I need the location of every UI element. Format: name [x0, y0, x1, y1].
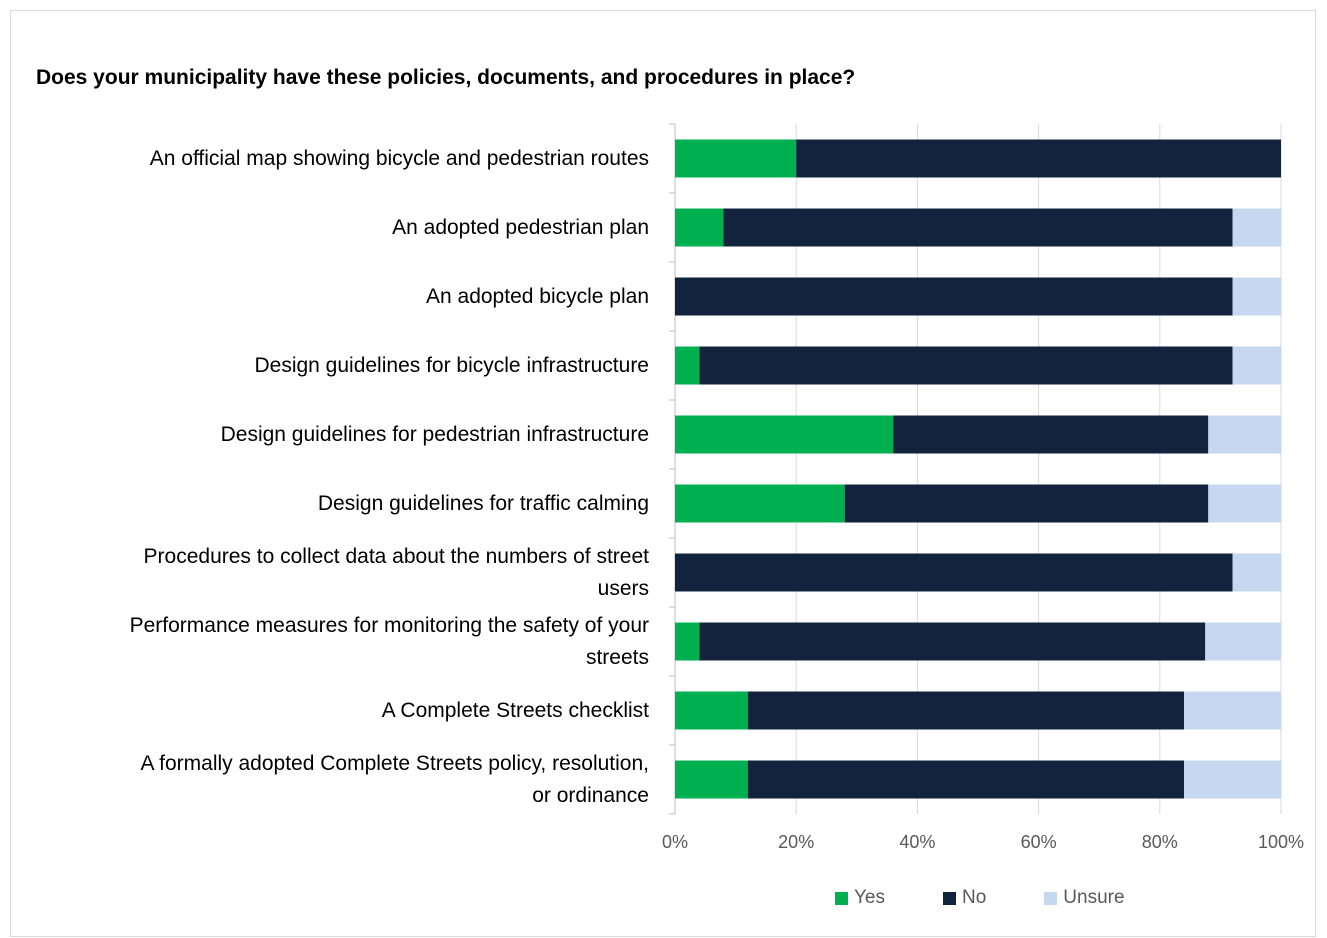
category-label: An adopted bicycle plan	[426, 284, 649, 308]
legend-item-yes: Yes	[835, 887, 885, 909]
bar-yes	[675, 139, 797, 178]
chart-title: Does your municipality have these polici…	[36, 66, 856, 89]
bar-no	[893, 415, 1209, 454]
bar-unsure	[1232, 208, 1281, 247]
bar-unsure	[1184, 760, 1281, 799]
x-tick-label: 0%	[661, 832, 688, 852]
legend-item-unsure: Unsure	[1044, 887, 1125, 909]
bar-yes	[675, 622, 700, 661]
x-tick-label: 100%	[1257, 832, 1305, 852]
bar-no	[796, 139, 1281, 178]
legend-label: Unsure	[1063, 887, 1125, 908]
x-tick-label: 80%	[1141, 832, 1178, 852]
bar-unsure	[1208, 415, 1281, 454]
category-label: Design guidelines for traffic calming	[317, 491, 649, 515]
bar-no	[699, 622, 1206, 661]
bar-no	[723, 208, 1233, 247]
bar-unsure	[1232, 346, 1281, 385]
bar-unsure	[1232, 553, 1281, 592]
bar-yes	[675, 760, 748, 799]
bar-yes	[675, 691, 748, 730]
bar-unsure	[1232, 277, 1281, 316]
bar-no	[747, 760, 1185, 799]
category-label: A Complete Streets checklist	[381, 698, 649, 722]
x-tick-label: 40%	[899, 832, 936, 852]
category-label: An adopted pedestrian plan	[392, 215, 649, 239]
bar-yes	[675, 208, 724, 247]
bar-no	[844, 484, 1209, 523]
legend-item-no: No	[943, 887, 986, 909]
bar-unsure	[1184, 691, 1281, 730]
x-tick-label: 60%	[1020, 832, 1057, 852]
category-label: A formally adopted Complete Streets poli…	[140, 751, 649, 807]
bar-no	[699, 346, 1233, 385]
bar-no	[675, 553, 1233, 592]
bar-no	[747, 691, 1185, 730]
bar-unsure	[1205, 622, 1281, 661]
category-label: Design guidelines for bicycle infrastruc…	[254, 353, 649, 377]
bar-unsure	[1208, 484, 1281, 523]
category-label: Performance measures for monitoring the …	[129, 613, 649, 669]
category-label: Design guidelines for pedestrian infrast…	[220, 422, 649, 446]
x-tick-label: 20%	[778, 832, 815, 852]
legend-swatch	[943, 891, 956, 905]
category-label: An official map showing bicycle and pede…	[149, 146, 649, 170]
bar-no	[675, 277, 1233, 316]
bar-yes	[675, 415, 894, 454]
category-label: Procedures to collect data about the num…	[143, 544, 649, 600]
legend-swatch	[1044, 891, 1058, 905]
legend-swatch	[835, 891, 848, 905]
legend: Yes No Unsure	[835, 886, 1125, 910]
bar-yes	[675, 346, 700, 385]
legend-label: Yes	[854, 887, 885, 908]
legend-label: No	[962, 887, 987, 908]
bar-yes	[675, 484, 845, 523]
